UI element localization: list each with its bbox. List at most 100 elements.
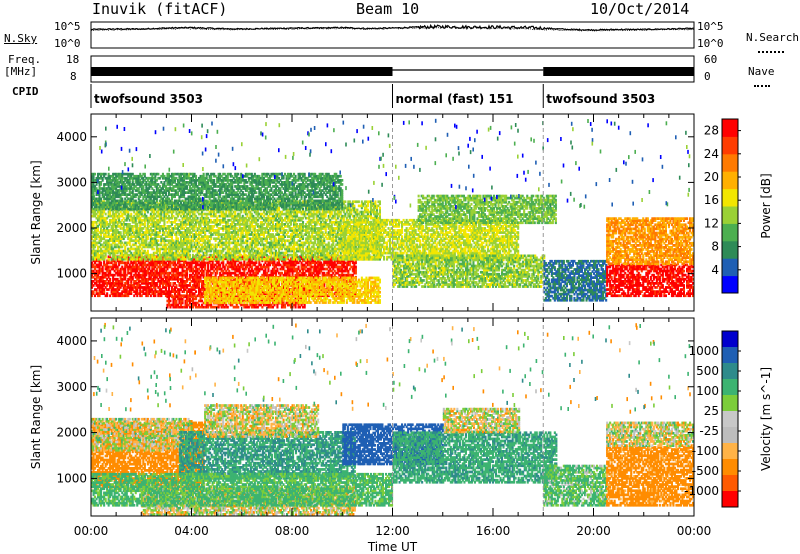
power-cell-0: [146, 269, 149, 273]
power-cell-0: [94, 273, 97, 277]
power-cell-1: [148, 233, 151, 236]
power-cell-0: [193, 273, 196, 277]
power-cell-1: [125, 210, 128, 214]
power-cell-0: [91, 265, 94, 269]
power-cell-0: [338, 267, 341, 271]
power-cell-1: [253, 245, 256, 249]
power-cell-1: [240, 253, 243, 257]
power-cell-1: [125, 229, 128, 232]
power-cell-1: [228, 231, 231, 234]
power-cell-1: [101, 212, 104, 216]
power-cell-1: [205, 251, 208, 255]
power-cell-0: [324, 273, 327, 277]
power-cell-0: [207, 265, 210, 269]
power-cell-0: [130, 292, 133, 295]
power-cell-1: [223, 212, 226, 216]
power-cell-0: [143, 275, 146, 279]
power-cell-1: [131, 255, 134, 259]
power-cell-0: [196, 273, 199, 277]
power-cell-1: [225, 255, 228, 259]
power-cell-0: [152, 277, 155, 281]
power-cell-1: [128, 243, 131, 247]
power-cell-0: [284, 261, 287, 265]
power-cell-0: [287, 271, 290, 275]
power-cell-0: [140, 269, 143, 273]
power-cell-0: [142, 282, 145, 285]
power-cell-0: [146, 267, 149, 271]
power-cell-1: [234, 253, 237, 257]
power-cell-1: [189, 212, 192, 216]
power-cell-1: [237, 255, 240, 259]
power-cell-1: [130, 233, 133, 236]
power-cell-0: [92, 290, 95, 293]
power-cell-1: [204, 220, 207, 224]
power-cell-1: [169, 247, 172, 251]
power-cell-1: [112, 235, 115, 238]
power-cell-1: [265, 241, 268, 245]
power-cell-1: [119, 214, 122, 218]
power-cell-0: [294, 269, 297, 273]
power-cell-0: [179, 280, 182, 283]
power-cell-1: [128, 218, 131, 222]
power-cell-1: [164, 229, 167, 232]
power-cell-0: [262, 273, 265, 277]
power-cell-1: [249, 251, 252, 255]
power-cell-1: [261, 237, 264, 241]
power-cell-0: [315, 269, 318, 273]
power-cell-1: [119, 220, 122, 224]
power-cell-0: [173, 290, 176, 293]
power-cell-0: [95, 269, 98, 273]
power-cell-1: [207, 216, 210, 220]
power-cell-1: [149, 208, 152, 212]
power-cell-1: [193, 210, 196, 214]
power-cell-0: [187, 290, 190, 293]
power-cell-0: [166, 265, 169, 269]
power-cell-0: [166, 263, 169, 267]
power-cell-1: [158, 216, 161, 220]
power-cell-0: [268, 257, 271, 261]
power-cell-1: [204, 255, 207, 259]
power-cell-1: [127, 227, 130, 230]
power-cell-0: [198, 263, 201, 267]
power-cell-1: [229, 210, 232, 214]
power-cell-1: [118, 214, 121, 218]
power-cell-0: [189, 288, 192, 291]
power-cell-1: [101, 245, 104, 249]
power-cell-1: [181, 245, 184, 249]
power-cell-0: [291, 261, 294, 265]
power-cell-1: [253, 231, 256, 234]
power-cell-1: [91, 251, 94, 255]
power-cell-0: [125, 294, 128, 298]
power-cell-0: [354, 269, 357, 273]
power-cell-0: [139, 292, 142, 295]
power-cell-0: [302, 265, 305, 269]
power-cell-0: [133, 280, 136, 283]
power-cell-1: [184, 231, 187, 234]
power-cell-0: [294, 275, 297, 279]
power-cell-1: [154, 239, 157, 243]
power-cell-1: [131, 229, 134, 232]
power-cell-0: [342, 265, 345, 269]
power-cell-1: [136, 245, 139, 249]
power-cell-0: [149, 282, 152, 285]
power-cell-0: [95, 292, 98, 295]
power-cell-0: [130, 286, 133, 289]
power-cell-0: [207, 273, 210, 277]
power-cell-0: [113, 284, 116, 287]
power-cell-0: [226, 265, 229, 269]
power-cell-1: [187, 229, 190, 232]
power-cell-0: [167, 261, 170, 265]
power-cell-0: [264, 259, 267, 263]
power-cell-0: [109, 286, 112, 289]
power-cell-1: [216, 249, 219, 253]
power-cell-1: [142, 251, 145, 255]
power-cell-1: [119, 257, 122, 261]
power-cell-1: [187, 212, 190, 216]
power-cell-0: [312, 267, 315, 271]
power-cell-0: [112, 284, 115, 287]
power-cell-1: [173, 218, 176, 222]
power-cell-1: [264, 245, 267, 249]
power-cell-0: [201, 259, 204, 263]
power-cell-1: [216, 210, 219, 214]
power-cell-0: [270, 271, 273, 275]
